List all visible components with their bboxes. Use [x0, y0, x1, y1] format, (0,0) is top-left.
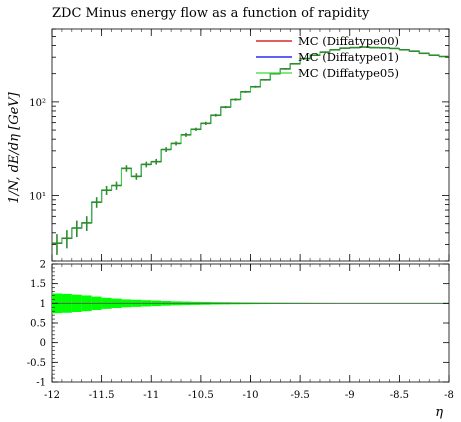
y-tick-label: 10²: [29, 98, 46, 109]
data-point: [260, 79, 271, 81]
data-point: [210, 113, 221, 117]
data-point: [61, 230, 72, 249]
ratio-tick-label: 0.5: [30, 319, 46, 330]
ratio-frame: [51, 263, 450, 383]
main-y-ticks: 10¹ 10²: [29, 28, 449, 262]
data-point: [319, 51, 330, 53]
data-point: [310, 54, 320, 57]
data-point: [429, 54, 440, 57]
data-point: [200, 121, 211, 126]
data-point: [101, 185, 112, 195]
data-points: [52, 46, 449, 255]
ratio-tick-label: 1.5: [30, 279, 46, 290]
data-point: [399, 48, 410, 51]
data-point: [161, 147, 172, 153]
data-point: [141, 161, 152, 168]
x-tick-label: -8: [444, 390, 454, 401]
y-tick-label: 10¹: [29, 192, 46, 203]
chart-title: ZDC Minus energy flow as a function of r…: [52, 6, 370, 21]
x-ticks: -12 -11.5 -11 -10.5 -10 -9.5 -9 -8.5 -8: [44, 29, 454, 401]
legend: MC (Diffatype00) MC (Diffatype01) MC (Diff…: [256, 34, 399, 80]
data-point: [181, 132, 191, 137]
x-tick-label: -10: [242, 390, 258, 401]
x-tick-label: -9.5: [290, 390, 309, 401]
data-point: [52, 234, 62, 255]
data-point: [71, 220, 82, 238]
x-tick-label: -9: [345, 390, 355, 401]
data-point: [131, 173, 142, 180]
data-point: [250, 85, 261, 88]
ratio-tick-label: 2: [40, 260, 46, 271]
legend-entry: MC (Diffatype01): [298, 50, 399, 64]
data-point: [349, 46, 360, 49]
data-point: [300, 57, 311, 60]
data-point: [111, 181, 122, 190]
data-point: [121, 165, 132, 172]
data-point: [171, 141, 182, 146]
data-point: [290, 63, 301, 65]
data-point: [240, 90, 251, 93]
data-point: [220, 105, 231, 109]
data-point: [359, 46, 370, 48]
y-axis-label: 1/N, dE/dη [GeV]: [7, 91, 22, 203]
data-point: [329, 48, 340, 51]
data-point: [439, 55, 449, 58]
x-tick-label: -8.5: [390, 390, 409, 401]
data-point: [280, 68, 291, 70]
ratio-y-ticks: 2 1.5 1 0.5 0 -0.5 -1: [27, 260, 449, 389]
x-tick-label: -11: [143, 390, 159, 401]
data-point: [389, 47, 400, 50]
data-point: [151, 158, 162, 165]
x-axis-label: η: [435, 405, 443, 420]
x-tick-label: -10.5: [188, 390, 214, 401]
legend-entry: MC (Diffatype00): [298, 34, 399, 48]
ratio-tick-label: -0.5: [27, 358, 46, 369]
x-tick-label: -11.5: [89, 390, 115, 401]
data-point: [379, 46, 390, 49]
ratio-tick-label: 1: [40, 299, 46, 310]
data-point: [369, 46, 380, 49]
data-point: [409, 50, 420, 52]
data-point: [230, 98, 241, 101]
ratio-tick-label: -1: [36, 378, 46, 389]
ratio-tick-label: 0: [40, 338, 46, 349]
data-point: [339, 47, 350, 49]
data-point: [91, 197, 102, 208]
data-point: [81, 216, 92, 231]
data-point: [190, 127, 201, 131]
data-point: [419, 52, 430, 55]
x-tick-label: -12: [44, 390, 60, 401]
legend-entry: MC (Diffatype05): [298, 66, 399, 80]
